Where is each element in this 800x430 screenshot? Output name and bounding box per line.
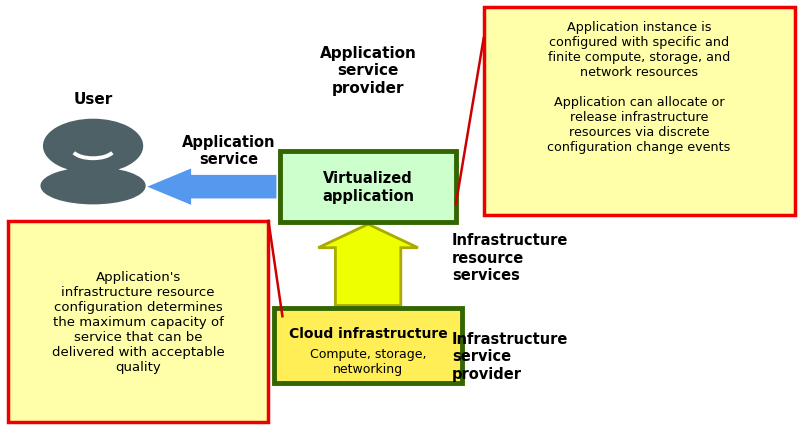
Text: Application's
infrastructure resource
configuration determines
the maximum capac: Application's infrastructure resource co… <box>52 270 225 373</box>
Text: Application instance is
configured with specific and
finite compute, storage, an: Application instance is configured with … <box>547 21 731 154</box>
Text: Application
service: Application service <box>182 135 275 167</box>
Text: Application
service
provider: Application service provider <box>320 46 417 95</box>
Text: User: User <box>74 92 113 107</box>
Text: Infrastructure
resource
services: Infrastructure resource services <box>452 233 568 283</box>
Text: Infrastructure
service
provider: Infrastructure service provider <box>452 331 568 381</box>
Circle shape <box>44 120 142 173</box>
Circle shape <box>67 160 118 187</box>
FancyBboxPatch shape <box>281 152 456 222</box>
FancyBboxPatch shape <box>8 221 269 422</box>
Text: Compute, storage,
networking: Compute, storage, networking <box>310 347 426 375</box>
FancyBboxPatch shape <box>484 8 794 215</box>
Text: Cloud infrastructure: Cloud infrastructure <box>289 326 447 340</box>
Ellipse shape <box>41 169 145 204</box>
FancyBboxPatch shape <box>274 308 462 383</box>
FancyArrow shape <box>318 224 418 306</box>
FancyArrow shape <box>147 169 277 206</box>
Text: Virtualized
application: Virtualized application <box>322 171 414 203</box>
